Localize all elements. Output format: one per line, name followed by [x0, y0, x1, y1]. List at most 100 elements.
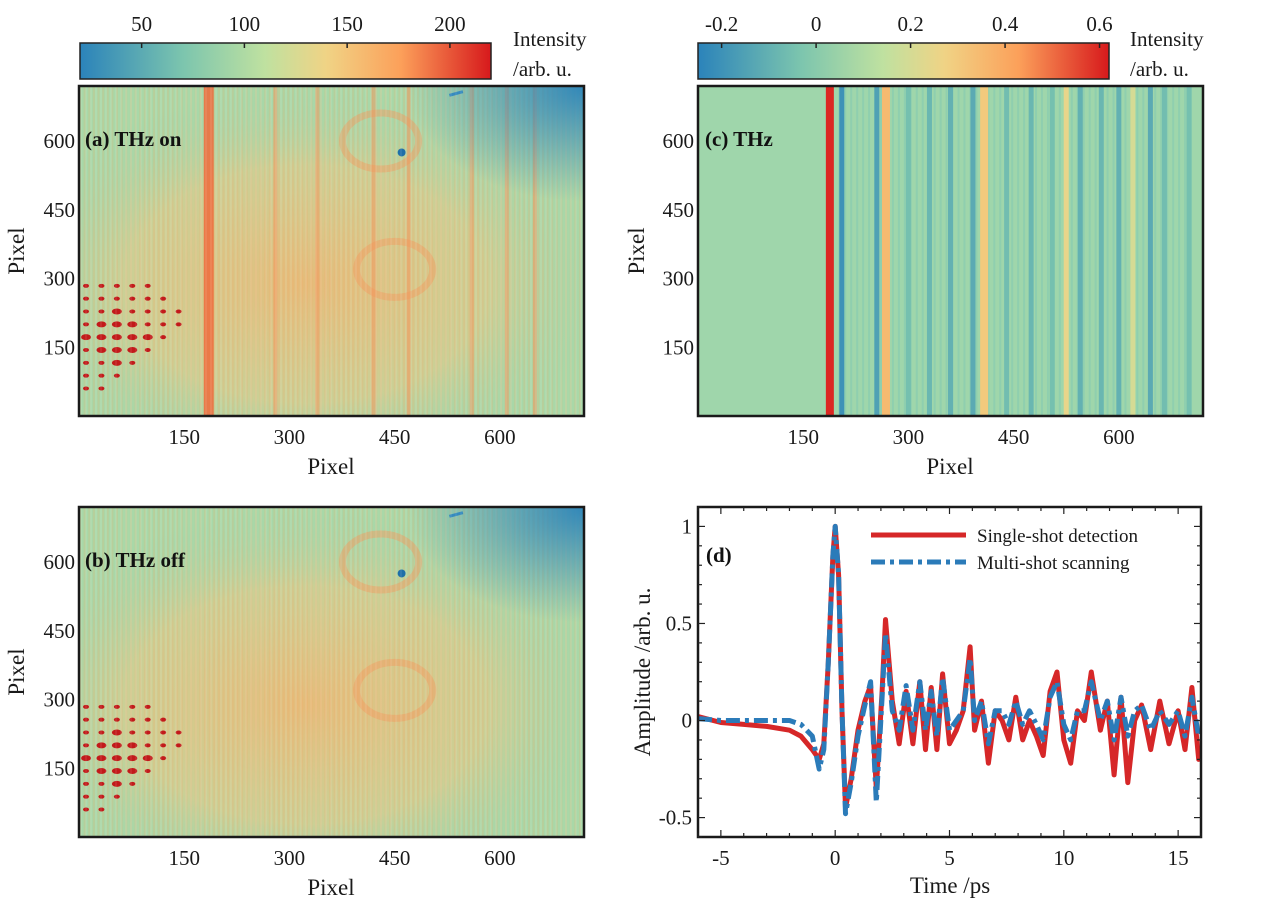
fine-stripe [969, 86, 972, 416]
x-tick-label: 300 [893, 425, 925, 449]
x-axis-label-c: Pixel [926, 454, 973, 479]
thz-stripe [1063, 86, 1069, 416]
thz-stripe [874, 86, 880, 416]
panel-label-b: (b) THz off [85, 548, 186, 572]
x-tick-label: 600 [1103, 425, 1135, 449]
fine-stripe [1112, 86, 1115, 416]
panel-label-a: (a) THz on [85, 127, 182, 151]
colorbar-tick-label: 200 [434, 12, 466, 36]
thz-stripe [1028, 86, 1034, 416]
x-tick-label: 5 [944, 846, 955, 870]
colorbar-a-title-line1: Intensity [513, 27, 587, 51]
colorbar-c-gradient [697, 42, 1110, 80]
thz-stripe [1049, 86, 1055, 416]
fine-stripe [1040, 86, 1043, 416]
x-tick-label: 450 [379, 425, 411, 449]
y-tick-label: 450 [44, 619, 76, 643]
colorbar-tick-label: 100 [229, 12, 261, 36]
y-tick-label: 0.5 [666, 611, 692, 635]
fine-stripe [1106, 86, 1109, 416]
fine-stripe [838, 86, 841, 416]
fine-stripe [862, 86, 865, 416]
y-tick-label: 150 [44, 335, 76, 359]
y-tick-label: 300 [44, 267, 76, 291]
fine-stripe [850, 86, 853, 416]
x-tick-label: 600 [484, 846, 516, 870]
colorbar-tick-label: 0.6 [1086, 12, 1112, 36]
fine-stripe [891, 86, 894, 416]
y-tick-label: 300 [44, 688, 76, 712]
legend: Single-shot detection Multi-shot scannin… [871, 526, 1138, 574]
fine-stripe [844, 86, 847, 416]
panel-c: (c) THz 150 300 450 600 150 300 450 600 Pixel P… [624, 84, 1205, 479]
thz-stripe [1004, 86, 1010, 416]
x-tick-label: 300 [274, 846, 306, 870]
fine-stripe [897, 86, 900, 416]
y-tick-label: -0.5 [659, 806, 692, 830]
fine-stripe [880, 86, 883, 416]
fine-stripe [993, 86, 996, 416]
thz-stripe [825, 86, 834, 416]
thz-stripe [1077, 86, 1083, 416]
colorbar-tick-label: 150 [331, 12, 363, 36]
x-tick-label: 15 [1168, 846, 1189, 870]
fine-stripe [1124, 86, 1127, 416]
y-tick-label: 1 [682, 514, 693, 538]
fine-stripe [963, 86, 966, 416]
fine-stripe [1035, 86, 1038, 416]
fine-stripe [1070, 86, 1073, 416]
thz-stripe [1098, 86, 1104, 416]
y-tick-label: 600 [44, 550, 76, 574]
fine-stripe [1058, 86, 1061, 416]
fine-stripe [1011, 86, 1014, 416]
fine-stripe [1142, 86, 1145, 416]
legend-label-single-shot: Single-shot detection [977, 526, 1138, 547]
panel-label-c: (c) THz [705, 127, 773, 151]
heatmap-b [79, 507, 584, 837]
x-tick-label: 450 [998, 425, 1030, 449]
y-tick-label: 450 [44, 198, 76, 222]
colorbar-a: 50 100 150 200 Intensity /arb. u. [79, 12, 587, 81]
panel-b: (b) THz off 150 300 450 600 150 300 450 600 Pix… [4, 505, 586, 900]
fine-stripe [1178, 86, 1181, 416]
colorbar-tick-label: 0 [811, 12, 822, 36]
plot-frame-c [696, 84, 1205, 418]
fine-stripe [915, 86, 918, 416]
fine-stripe [939, 86, 942, 416]
x-tick-label: -5 [712, 846, 730, 870]
colorbar-a-gradient [79, 42, 492, 80]
thz-stripe [1161, 86, 1167, 416]
thz-stripe [1130, 86, 1136, 416]
fine-stripe [1160, 86, 1163, 416]
thz-stripe [926, 86, 932, 416]
colorbar-c-title-line2: /arb. u. [1130, 57, 1189, 81]
fine-stripe [1017, 86, 1020, 416]
panel-a: (a) THz on 150 300 450 600 150 300 450 600 Pixe… [4, 84, 586, 479]
x-axis-label-b: Pixel [307, 875, 354, 900]
y-tick-label: 600 [663, 129, 695, 153]
fine-stripe [1184, 86, 1187, 416]
panel-d: -5 0 5 10 15 -0.5 0 0.5 1 (d) Single-shot detect… [630, 505, 1203, 898]
fine-stripe [933, 86, 936, 416]
legend-label-multi-shot: Multi-shot scanning [977, 553, 1130, 574]
fine-stripe [1154, 86, 1157, 416]
fine-stripe [856, 86, 859, 416]
y-axis-label-c: Pixel [624, 227, 649, 274]
fine-stripe [1136, 86, 1139, 416]
fine-stripe [1172, 86, 1175, 416]
panel-label-d: (d) [706, 543, 732, 567]
fine-stripe [903, 86, 906, 416]
y-tick-label: 150 [663, 335, 695, 359]
x-tick-label: 150 [168, 846, 200, 870]
y-tick-label: 300 [663, 267, 695, 291]
fine-stripe [1076, 86, 1079, 416]
y-tick-label: 600 [44, 129, 76, 153]
fine-stripe [1082, 86, 1085, 416]
thz-stripe [881, 86, 890, 416]
colorbar-c-title-line1: Intensity [1130, 27, 1204, 51]
plot-frame-b [77, 505, 586, 839]
fine-stripe [945, 86, 948, 416]
thz-stripe [970, 86, 976, 416]
fine-stripe [921, 86, 924, 416]
